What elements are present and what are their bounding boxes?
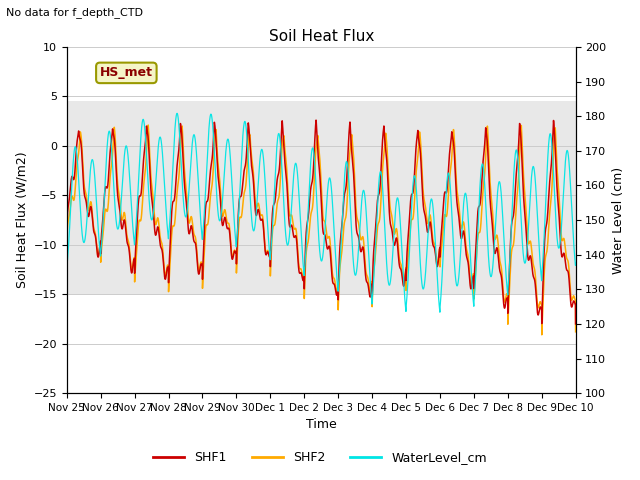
Y-axis label: Water Level (cm): Water Level (cm) bbox=[612, 167, 625, 274]
Text: No data for f_depth_CTD: No data for f_depth_CTD bbox=[6, 7, 143, 18]
Bar bbox=[67, 101, 575, 294]
Text: HS_met: HS_met bbox=[100, 66, 153, 79]
Title: Soil Heat Flux: Soil Heat Flux bbox=[269, 29, 374, 44]
Y-axis label: Soil Heat Flux (W/m2): Soil Heat Flux (W/m2) bbox=[15, 152, 28, 288]
X-axis label: Time: Time bbox=[306, 419, 337, 432]
Legend: SHF1, SHF2, WaterLevel_cm: SHF1, SHF2, WaterLevel_cm bbox=[148, 446, 492, 469]
